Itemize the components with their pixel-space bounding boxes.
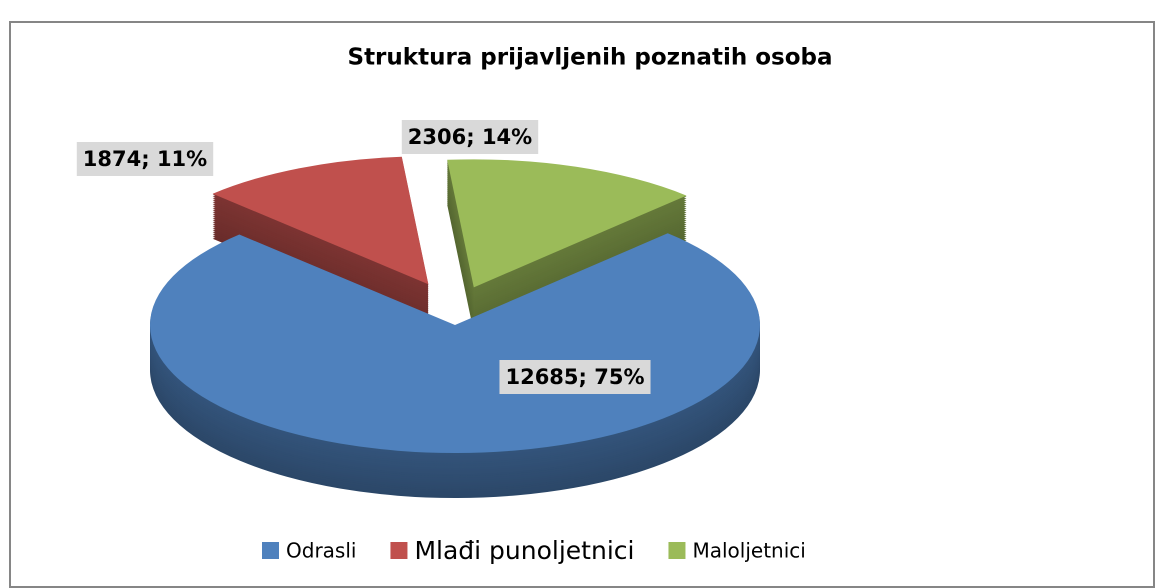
slice — [149, 233, 761, 453]
legend-swatch — [390, 542, 408, 559]
data-label-box — [499, 360, 651, 394]
legend-label: Mlađi punoljetnici — [414, 536, 634, 565]
chart-title: Struktura prijavljenih poznatih osoba — [348, 45, 833, 71]
legend-swatch — [262, 542, 279, 559]
slice — [447, 159, 687, 288]
legend-label: Maloljetnici — [692, 539, 805, 563]
data-label: 12685; 75% — [505, 365, 644, 389]
data-label-box — [401, 120, 539, 154]
legend-swatch — [668, 542, 686, 559]
data-label: 2306; 14% — [408, 125, 532, 149]
data-label-box — [76, 142, 214, 176]
data-label: 1874; 11% — [83, 147, 207, 171]
slice — [212, 156, 429, 285]
legend-label: Odrasli — [286, 539, 356, 563]
